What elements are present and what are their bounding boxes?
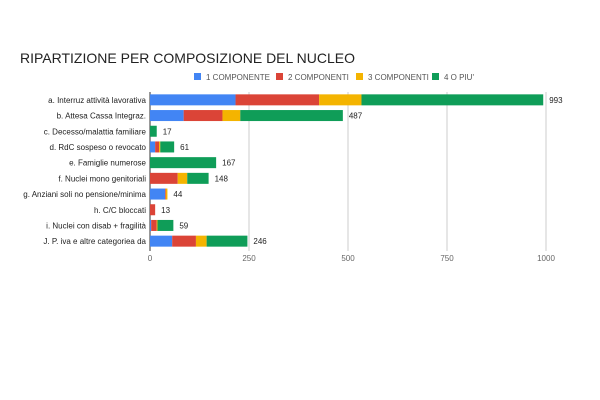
data-label: 993 (549, 96, 563, 105)
bar-segment (240, 110, 343, 122)
legend-swatch (194, 73, 201, 80)
bar-segment (150, 172, 178, 184)
data-label: 167 (222, 159, 236, 168)
category-label: J. P. iva e altre categoriea da (43, 237, 146, 246)
bar-segment (177, 172, 188, 184)
category-label: f. Nuclei mono genitoriali (58, 174, 146, 183)
bar-segment (361, 94, 544, 106)
category-label: i. Nuclei con disab + fragilità (46, 221, 146, 230)
category-label: b. Attesa Cassa Integraz. (57, 112, 146, 121)
x-tick-label: 750 (440, 254, 454, 263)
legend-item: 4 O PIU' (432, 73, 474, 82)
bar-segment (150, 141, 156, 153)
category-label: g. Anziani soli no pensione/minima (23, 190, 146, 199)
legend-label: 1 COMPONENTE (206, 73, 270, 82)
bar-segment (159, 141, 161, 153)
legend-swatch (276, 73, 283, 80)
bar-segment (150, 235, 173, 247)
bar-segment (150, 204, 156, 216)
category-label: e. Famiglie numerose (69, 159, 146, 168)
legend-item: 2 COMPONENTI (276, 73, 349, 82)
bar-segment (150, 125, 157, 137)
x-tick-label: 1000 (537, 254, 555, 263)
bar-segment (160, 141, 175, 153)
data-label: 17 (163, 127, 172, 136)
legend-swatch (432, 73, 439, 80)
data-label: 246 (253, 237, 267, 246)
bar-segment (150, 219, 152, 231)
category-label: d. RdC sospeso o revocato (50, 143, 147, 152)
x-tick-label: 0 (148, 254, 153, 263)
legend: 1 COMPONENTE 2 COMPONENTI 3 COMPONENTI 4 O … (194, 73, 474, 82)
bar-segment (165, 188, 168, 200)
category-label: a. Interruz attività lavorativa (48, 96, 146, 105)
category-labels: a. Interruz attività lavorativa b. Attesa… (23, 96, 146, 246)
legend-item: 3 COMPONENTI (356, 73, 429, 82)
data-label: 44 (173, 190, 182, 199)
x-tick-label: 500 (341, 254, 355, 263)
data-label: 13 (161, 206, 170, 215)
bar-segment (165, 188, 166, 200)
bar-segment (319, 94, 362, 106)
legend-label: 4 O PIU' (444, 73, 474, 82)
bar-segment (150, 110, 184, 122)
category-label: h. C/C bloccati (94, 206, 146, 215)
bar-segment (155, 141, 160, 153)
bar-segment (156, 219, 158, 231)
legend-item: 1 COMPONENTE (194, 73, 270, 82)
bar-segment (187, 172, 209, 184)
category-label: c. Decesso/malattia familiare (44, 127, 147, 136)
bar-segment (183, 110, 223, 122)
bar-segment (150, 157, 217, 169)
x-tick-labels: 0 250 500 750 1000 (148, 254, 556, 263)
legend-label: 2 COMPONENTI (288, 73, 349, 82)
bars (150, 94, 544, 247)
bar-segment (222, 110, 241, 122)
bar-segment (195, 235, 207, 247)
bar-segment (172, 235, 196, 247)
legend-label: 3 COMPONENTI (368, 73, 429, 82)
bar-segment (206, 235, 248, 247)
bar-segment (150, 188, 166, 200)
bar-segment (235, 94, 320, 106)
x-tick-label: 250 (242, 254, 256, 263)
data-label: 59 (179, 221, 188, 230)
data-label: 148 (215, 174, 229, 183)
data-label: 487 (349, 112, 363, 121)
bar-segment (151, 219, 157, 231)
bar-segment (157, 219, 174, 231)
chart-title: RIPARTIZIONE PER COMPOSIZIONE DEL NUCLEO (20, 50, 355, 66)
data-label: 61 (180, 143, 189, 152)
bar-segment (150, 94, 236, 106)
legend-swatch (356, 73, 363, 80)
